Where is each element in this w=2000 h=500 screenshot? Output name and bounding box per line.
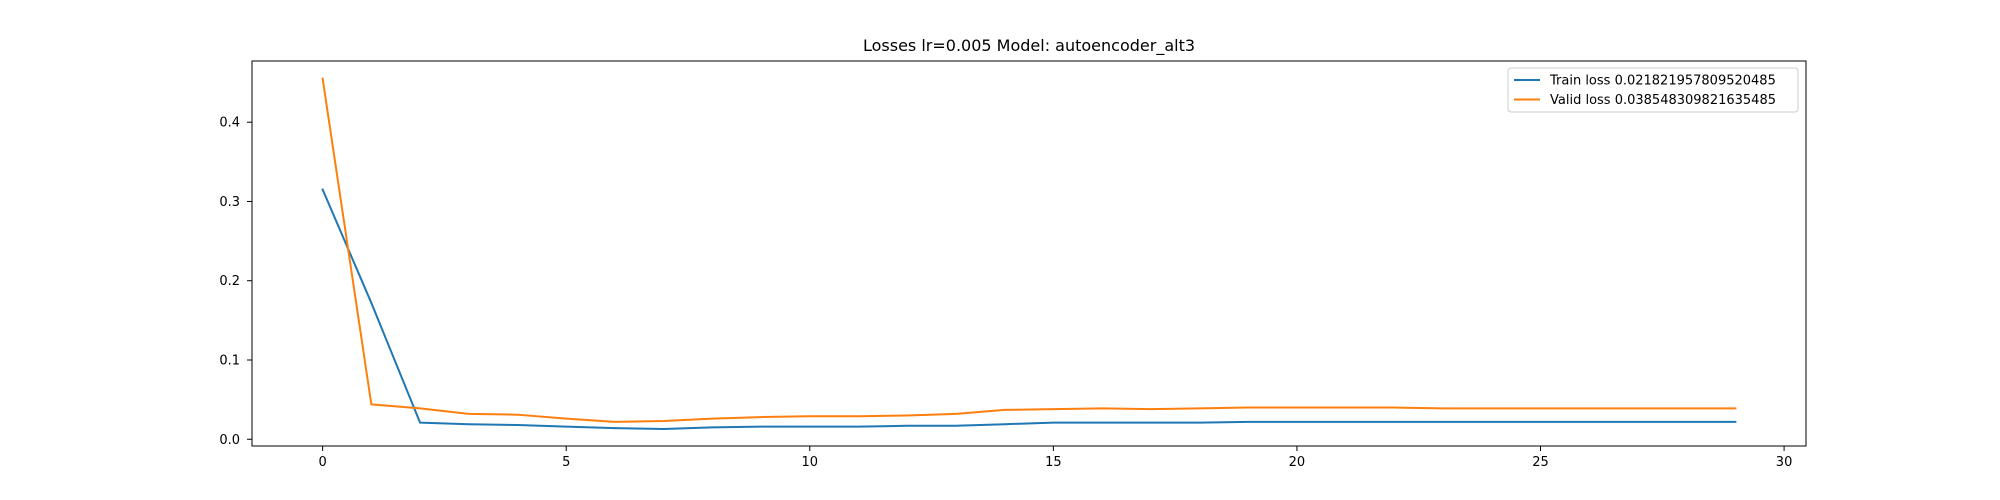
x-axis-ticks: 0 5 10 15 20 25 30 — [318, 446, 1792, 470]
x-tick-label: 10 — [802, 455, 819, 470]
series-lines — [321, 77, 1737, 430]
axes-frame — [251, 60, 1807, 447]
x-tick-label: 30 — [1776, 455, 1793, 470]
legend: Train loss 0.021821957809520485 Valid lo… — [1507, 67, 1799, 113]
y-tick-label: 0.0 — [219, 433, 240, 448]
valid-loss-line — [321, 77, 1737, 423]
y-tick-label: 0.3 — [219, 195, 240, 210]
plot-area — [251, 60, 1807, 447]
x-tick-label: 5 — [562, 455, 570, 470]
legend-box — [1507, 67, 1799, 113]
legend-entry-train: Train loss 0.021821957809520485 — [1514, 74, 1776, 89]
x-tick-label: 15 — [1045, 455, 1062, 470]
chart-title: Losses lr=0.005 Model: autoencoder_alt3 — [863, 36, 1195, 56]
x-tick-label: 20 — [1289, 455, 1306, 470]
x-tick-label: 25 — [1532, 455, 1549, 470]
x-tick-label: 0 — [318, 455, 326, 470]
train-loss-line — [321, 188, 1737, 430]
legend-label-valid: Valid loss 0.038548309821635485 — [1550, 93, 1776, 108]
legend-entry-valid: Valid loss 0.038548309821635485 — [1514, 93, 1776, 108]
y-axis-ticks: 0.0 0.1 0.2 0.3 0.4 — [219, 116, 252, 448]
y-tick-label: 0.2 — [219, 274, 240, 289]
legend-label-train: Train loss 0.021821957809520485 — [1549, 74, 1776, 89]
y-tick-label: 0.4 — [219, 116, 240, 131]
y-tick-label: 0.1 — [219, 353, 240, 368]
